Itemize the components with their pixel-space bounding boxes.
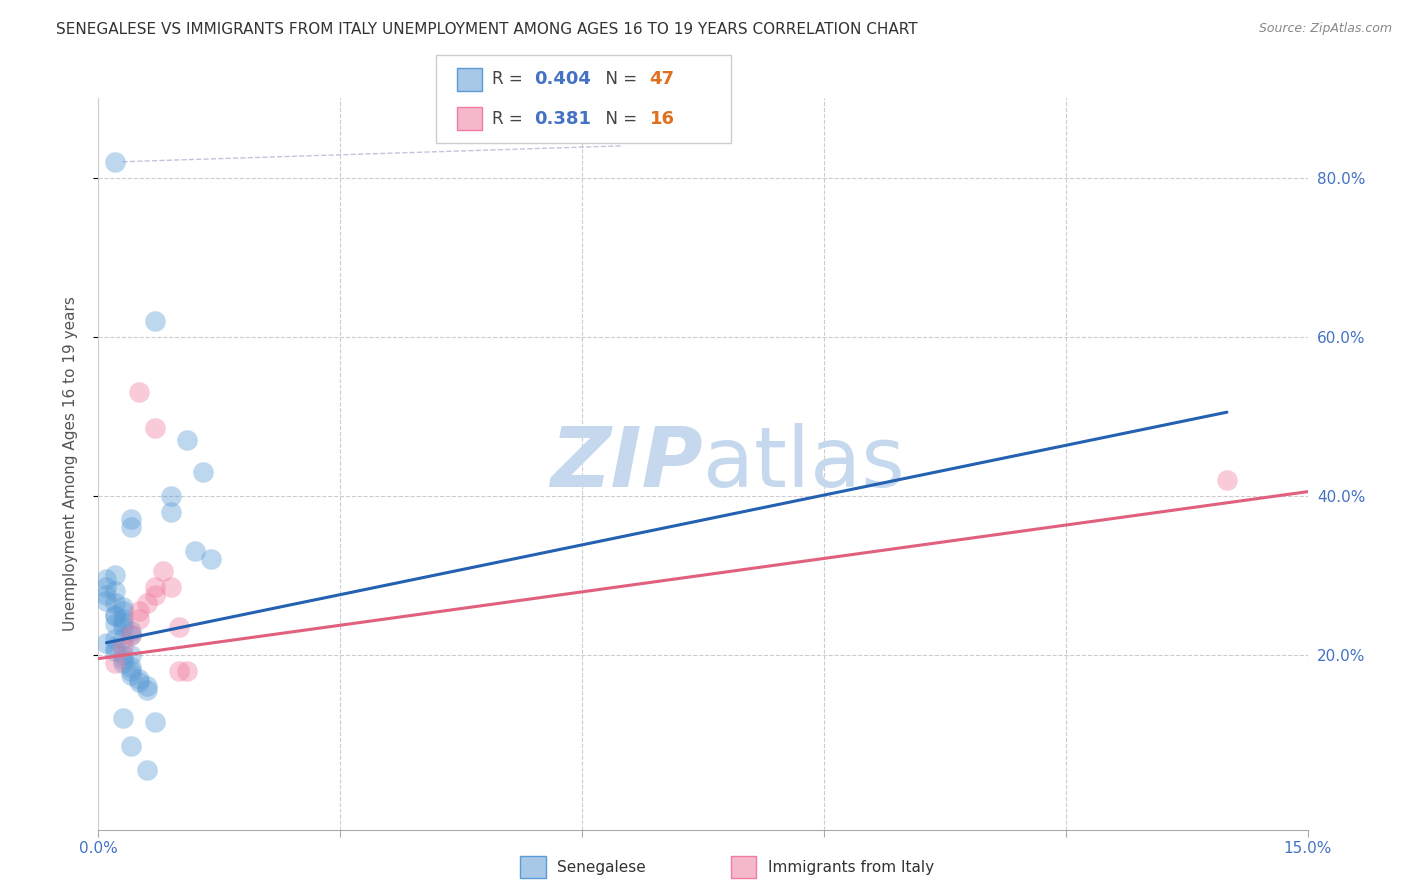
Point (176, 664, 198, 678)
Point (120, 739, 142, 753)
Point (160, 489, 183, 503)
Point (176, 433, 198, 447)
Text: N =: N = (595, 70, 643, 88)
Point (193, 465, 215, 479)
Point (120, 664, 142, 678)
Point (111, 651, 134, 665)
Point (120, 659, 142, 673)
Point (111, 615, 134, 630)
Point (120, 520, 142, 534)
Point (111, 604, 134, 618)
Point (143, 314, 166, 328)
Point (200, 552, 222, 566)
Text: 0.404: 0.404 (534, 70, 591, 88)
Point (103, 154, 125, 169)
Point (96, 593, 118, 607)
Text: N =: N = (595, 110, 643, 128)
Point (120, 648, 142, 662)
Point (103, 596, 125, 610)
Point (1216, 473, 1239, 487)
Point (167, 620, 190, 634)
Y-axis label: Unemployment Among Ages 16 to 19 years: Unemployment Among Ages 16 to 19 years (63, 296, 77, 632)
Point (103, 640, 125, 654)
Text: Source: ZipAtlas.com: Source: ZipAtlas.com (1258, 22, 1392, 36)
Point (103, 568, 125, 582)
Point (128, 385, 150, 400)
Point (111, 599, 134, 614)
Point (128, 672, 150, 686)
Text: R =: R = (492, 70, 529, 88)
Point (111, 656, 134, 670)
Text: Senegalese: Senegalese (557, 860, 645, 874)
Point (160, 580, 183, 594)
Point (111, 620, 134, 634)
Point (128, 604, 150, 618)
Point (143, 588, 166, 602)
Point (120, 628, 142, 642)
Point (135, 683, 157, 698)
Point (103, 643, 125, 657)
Point (120, 512, 142, 526)
Point (111, 640, 134, 654)
Point (120, 667, 142, 681)
Text: 0.381: 0.381 (534, 110, 592, 128)
Point (103, 584, 125, 599)
Point (120, 628, 142, 642)
Point (152, 564, 174, 578)
Point (128, 675, 150, 690)
Point (96, 588, 118, 602)
Point (143, 715, 166, 730)
Point (143, 580, 166, 594)
Text: SENEGALESE VS IMMIGRANTS FROM ITALY UNEMPLOYMENT AMONG AGES 16 TO 19 YEARS CORRE: SENEGALESE VS IMMIGRANTS FROM ITALY UNEM… (56, 22, 918, 37)
Point (103, 632, 125, 646)
Point (128, 612, 150, 626)
Point (167, 664, 190, 678)
Point (103, 617, 125, 632)
Point (111, 632, 134, 646)
Point (184, 544, 207, 558)
Text: Immigrants from Italy: Immigrants from Italy (768, 860, 934, 874)
Point (96, 580, 118, 594)
Point (143, 421, 166, 435)
Point (160, 504, 183, 518)
Point (96, 636, 118, 650)
Point (135, 680, 157, 694)
Text: ZIP: ZIP (550, 424, 703, 504)
Point (103, 656, 125, 670)
Point (120, 624, 142, 638)
Point (111, 648, 134, 662)
Text: 47: 47 (650, 70, 675, 88)
Text: 16: 16 (650, 110, 675, 128)
Point (96, 572, 118, 586)
Text: atlas: atlas (703, 424, 904, 504)
Point (103, 607, 125, 622)
Point (111, 711, 134, 725)
Point (103, 609, 125, 624)
Point (135, 763, 157, 777)
Point (135, 596, 157, 610)
Text: R =: R = (492, 110, 533, 128)
Point (111, 612, 134, 626)
